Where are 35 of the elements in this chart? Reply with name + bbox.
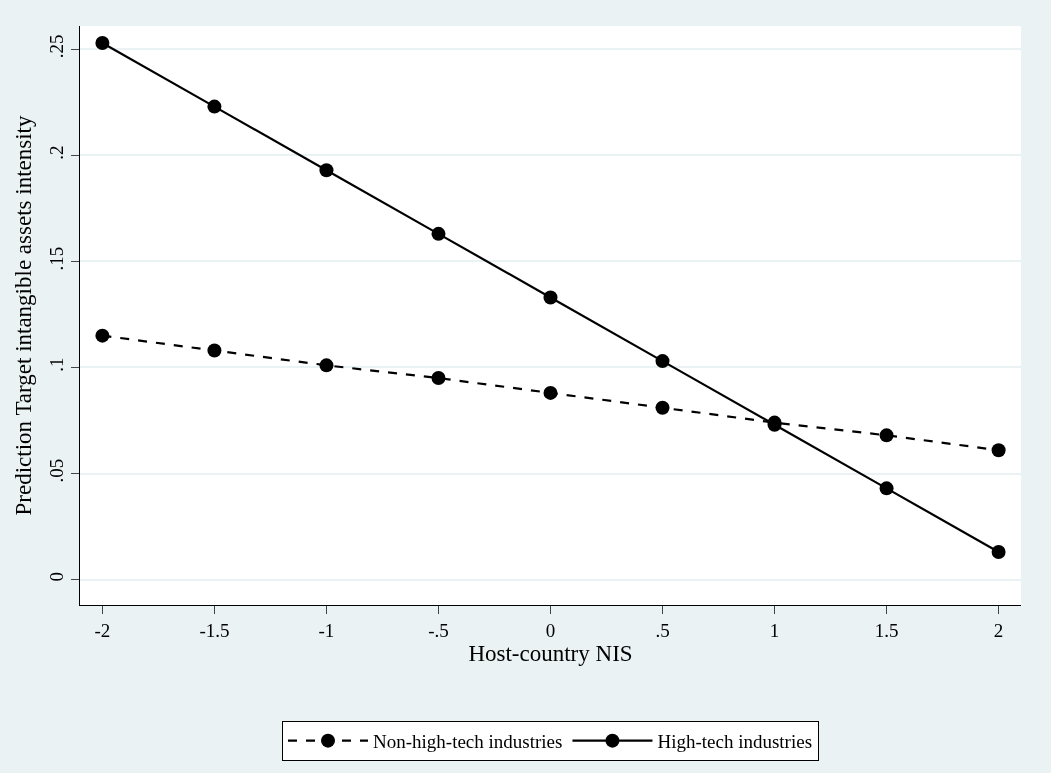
point xyxy=(991,544,1006,559)
point xyxy=(543,385,558,400)
y-tick-label: .05 xyxy=(46,458,68,483)
point xyxy=(655,354,670,369)
y-tick-label: .15 xyxy=(46,246,68,271)
y-tick-label: .1 xyxy=(46,357,68,372)
point xyxy=(207,343,222,358)
point xyxy=(319,358,334,373)
x-axis-title: Host-country NIS xyxy=(468,640,633,666)
point xyxy=(655,400,670,415)
legend-label: High-tech industries xyxy=(657,731,813,753)
x-tick-label: 0 xyxy=(545,619,556,641)
x-tick-label: 1.5 xyxy=(874,619,899,641)
x-tick-label: .5 xyxy=(655,619,670,641)
y-tick-label: .2 xyxy=(46,145,68,160)
point xyxy=(207,99,222,114)
point xyxy=(319,163,334,178)
point xyxy=(991,443,1006,458)
legend-label: Non-high-tech industries xyxy=(373,731,563,753)
point xyxy=(879,481,894,496)
point xyxy=(543,290,558,305)
point xyxy=(95,35,110,50)
x-tick-label: -1.5 xyxy=(199,619,230,641)
point xyxy=(431,226,446,241)
y-tick-label: 0 xyxy=(46,571,68,582)
point xyxy=(95,328,110,343)
x-tick-label: 1 xyxy=(769,619,780,641)
y-tick-label: .25 xyxy=(46,34,68,59)
x-tick-label: -2 xyxy=(94,619,111,641)
y-axis-title: Prediction Target intangible assets intensity xyxy=(10,115,36,516)
x-tick-label: -1 xyxy=(318,619,335,641)
point xyxy=(879,428,894,443)
x-tick-label: -.5 xyxy=(428,619,449,641)
x-tick-label: 2 xyxy=(993,619,1004,641)
point xyxy=(431,371,446,386)
